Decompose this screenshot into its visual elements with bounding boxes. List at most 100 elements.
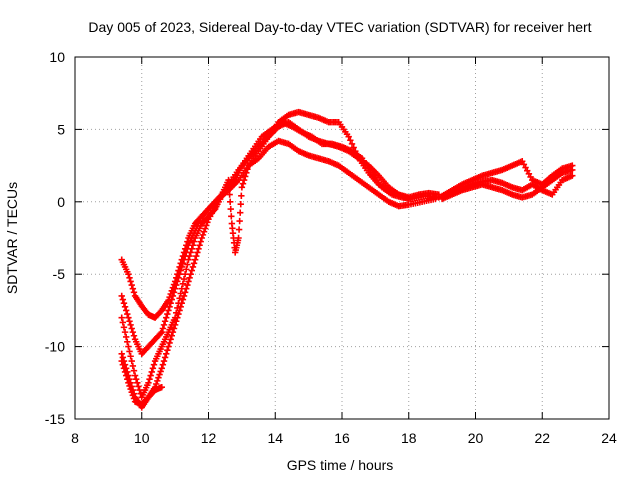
data-point <box>118 350 125 358</box>
data-point <box>178 263 185 271</box>
data-point <box>179 260 187 267</box>
data-point <box>180 292 188 300</box>
data-point <box>177 303 184 310</box>
data-point <box>124 338 131 345</box>
data-point <box>118 292 125 300</box>
data-point <box>180 275 188 283</box>
series-trace-4 <box>118 118 412 411</box>
data-point <box>191 256 199 263</box>
series-trace-5 <box>118 357 165 408</box>
data-point <box>135 383 142 390</box>
x-tick-label: 24 <box>601 430 617 446</box>
data-point <box>236 217 243 225</box>
data-point <box>167 336 174 343</box>
data-point <box>188 267 196 274</box>
data-point <box>187 271 194 278</box>
data-point <box>126 274 133 282</box>
data-point <box>170 325 178 332</box>
data-point <box>128 389 135 396</box>
x-tick-label: 14 <box>267 430 283 446</box>
x-tick-label: 8 <box>71 430 79 446</box>
data-points <box>118 108 576 411</box>
y-tick-label: 0 <box>57 194 65 210</box>
y-tick-label: -10 <box>45 339 65 355</box>
data-point <box>226 198 234 205</box>
data-point <box>239 180 247 187</box>
data-point <box>347 137 354 144</box>
data-point <box>243 169 250 177</box>
data-point <box>226 191 233 198</box>
x-tick-label: 16 <box>334 430 350 446</box>
data-point <box>190 260 198 267</box>
data-point <box>121 328 129 336</box>
data-point <box>165 343 172 350</box>
data-point <box>121 368 129 376</box>
data-point <box>120 324 128 331</box>
data-point <box>125 379 132 386</box>
data-point <box>118 357 125 365</box>
y-axis-label: SDTVAR / TECUs <box>4 182 20 294</box>
x-tick-label: 20 <box>468 430 484 446</box>
data-point <box>130 395 138 402</box>
data-point <box>176 307 183 314</box>
data-point <box>405 195 412 203</box>
data-point <box>345 133 352 140</box>
data-point <box>198 234 206 242</box>
data-point <box>127 385 134 393</box>
data-point <box>129 392 137 399</box>
data-point <box>195 245 202 253</box>
data-point <box>186 252 193 260</box>
data-point <box>164 347 171 354</box>
data-point <box>124 310 131 318</box>
data-point <box>188 245 196 253</box>
data-point <box>153 380 160 388</box>
data-point <box>158 328 165 336</box>
data-point <box>190 238 198 245</box>
data-point <box>159 325 167 332</box>
data-point <box>154 377 161 385</box>
x-tick-label: 22 <box>534 430 550 446</box>
data-point <box>130 367 138 374</box>
data-point <box>158 365 165 372</box>
x-axis-label: GPS time / hours <box>287 457 394 473</box>
data-point <box>171 285 179 292</box>
y-tick-label: -15 <box>45 411 65 427</box>
data-point <box>196 242 203 249</box>
data-point <box>130 289 138 296</box>
y-tick-label: 10 <box>49 49 65 65</box>
data-point <box>237 201 244 208</box>
data-point <box>238 184 246 191</box>
data-point <box>128 325 135 332</box>
data-point <box>569 166 576 174</box>
series-trace-3 <box>118 137 439 401</box>
data-point <box>200 228 208 235</box>
data-point <box>178 299 185 307</box>
data-point <box>160 357 168 365</box>
data-point <box>177 267 184 274</box>
data-point <box>125 271 132 278</box>
data-point <box>157 368 164 375</box>
data-point <box>166 339 173 347</box>
data-point <box>129 285 137 292</box>
series-trace-2 <box>118 118 442 358</box>
data-point <box>134 379 141 386</box>
data-point <box>122 307 130 314</box>
data-point <box>120 365 128 372</box>
data-point <box>242 173 249 180</box>
data-point <box>187 249 194 256</box>
data-point <box>127 278 134 285</box>
data-point <box>126 318 133 325</box>
data-point <box>145 379 152 386</box>
data-point <box>169 328 177 336</box>
y-tick-label: -5 <box>53 266 66 282</box>
data-point <box>163 314 170 321</box>
data-point <box>157 330 164 337</box>
data-point <box>165 307 172 314</box>
data-point <box>149 365 157 372</box>
data-point <box>160 321 168 329</box>
data-point <box>185 278 192 285</box>
data-point <box>158 383 165 391</box>
data-point <box>136 386 143 394</box>
data-point <box>175 274 182 282</box>
